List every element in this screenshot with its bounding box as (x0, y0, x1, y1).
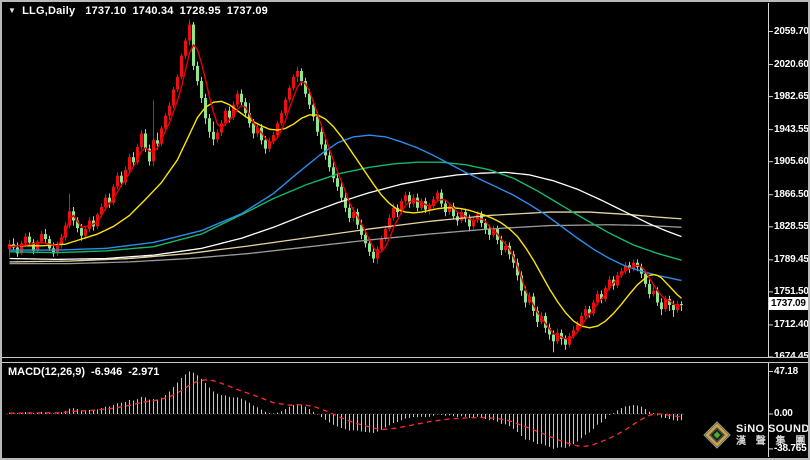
price-axis-label: 2059.70 (774, 25, 809, 37)
quote-open: 1737.10 (85, 5, 127, 17)
price-axis-label: 2020.60 (774, 58, 809, 70)
ma-100-line (9, 161, 682, 261)
watermark-brand-cn: 漢 聲 集 團 (736, 435, 809, 447)
macd-name: MACD(12,26,9) (8, 366, 86, 378)
price-axis-label: 1905.60 (774, 155, 809, 167)
watermark-text: SiNO SOUND 漢 聲 集 團 (736, 423, 810, 448)
ma-60-line (9, 134, 682, 282)
price-axis-label: 1828.55 (774, 220, 809, 232)
watermark-logo: SiNO SOUND 漢 聲 集 團 (703, 421, 810, 449)
panel-separator[interactable] (0, 357, 810, 363)
macd-axis-label: 47.18 (774, 365, 799, 377)
ma-20-line (9, 100, 682, 329)
ma-fast-line (9, 44, 682, 340)
macd-signal-line (9, 379, 682, 447)
macd-axis-label: 0.00 (774, 408, 793, 419)
macd-axis-label: -38.765 (774, 442, 807, 454)
macd-histogram (9, 371, 682, 449)
price-axis-label: 1751.50 (774, 285, 809, 297)
price-axis-label: 1789.45 (774, 253, 809, 265)
quote-close: 1737.09 (226, 5, 268, 17)
ma-150-line (9, 171, 682, 261)
sino-diamond-icon (703, 421, 731, 449)
price-axis-label: 1712.40 (774, 318, 809, 330)
macd-indicator-label: MACD(12,26,9) -6.946 -2.971 (8, 366, 159, 378)
quote-high: 1740.34 (132, 5, 174, 17)
price-axis-label: 1982.65 (774, 90, 809, 102)
ma-200-line (9, 211, 682, 263)
collapse-arrow-icon[interactable]: ▼ (8, 6, 17, 15)
chart-header: ▼ LLG,Daily 1737.10 1740.34 1728.95 1737… (8, 5, 268, 17)
candlestick-series (8, 19, 683, 353)
watermark-brand: SiNO SOUND (736, 422, 810, 435)
symbol-period-label: LLG,Daily (22, 5, 76, 17)
price-axis-label: 1866.50 (774, 188, 809, 200)
macd-value: -6.946 (91, 366, 123, 378)
price-axis-label: 1943.55 (774, 123, 809, 135)
quote-low: 1728.95 (179, 5, 221, 17)
macd-signal-value: -2.971 (128, 366, 160, 378)
price-axis-label: 1674.45 (774, 351, 809, 362)
ma-250-line (9, 224, 682, 265)
current-price-tag: 1737.09 (769, 297, 810, 311)
